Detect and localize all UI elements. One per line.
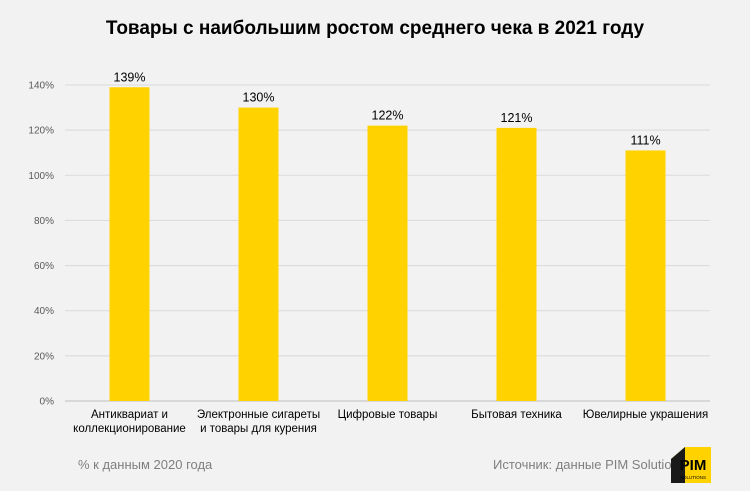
- y-tick-label: 120%: [28, 126, 54, 137]
- bar: [367, 125, 408, 401]
- svg-text:SOLUTIONS: SOLUTIONS: [680, 475, 706, 480]
- bar: [496, 127, 537, 401]
- x-tick-label: Электронные сигареты: [197, 409, 320, 421]
- pim-solutions-logo: PIM SOLUTIONS: [671, 447, 711, 483]
- y-tick-label: 80%: [34, 216, 54, 227]
- x-tick-label: Антиквариат и: [91, 409, 168, 421]
- data-label: 139%: [114, 70, 146, 84]
- svg-text:PIM: PIM: [680, 457, 707, 474]
- x-tick-label: коллекционирование: [73, 423, 186, 435]
- x-tick-label: Цифровые товары: [338, 409, 438, 421]
- chart-title: Товары с наибольшим ростом среднего чека…: [105, 18, 645, 39]
- y-tick-label: 100%: [28, 171, 54, 182]
- data-label: 130%: [243, 91, 275, 105]
- y-tick-label: 140%: [28, 81, 54, 92]
- y-tick-label: 0%: [40, 397, 55, 408]
- x-tick-label: Бытовая техника: [471, 409, 562, 421]
- y-tick-label: 40%: [34, 306, 54, 317]
- y-tick-label: 20%: [34, 351, 54, 362]
- x-tick-label: Ювелирные украшения: [583, 409, 709, 421]
- footnote-units: % к данным 2020 года: [78, 457, 213, 472]
- footnote-source: Источник: данные PIM Solutions: [493, 457, 686, 472]
- x-tick-label: и товары для курения: [200, 423, 317, 435]
- data-label: 122%: [372, 109, 404, 123]
- data-label: 121%: [501, 111, 533, 125]
- bar: [238, 107, 279, 402]
- bar: [625, 150, 666, 401]
- y-tick-label: 60%: [34, 261, 54, 272]
- data-label: 111%: [630, 133, 660, 147]
- bar: [109, 87, 150, 401]
